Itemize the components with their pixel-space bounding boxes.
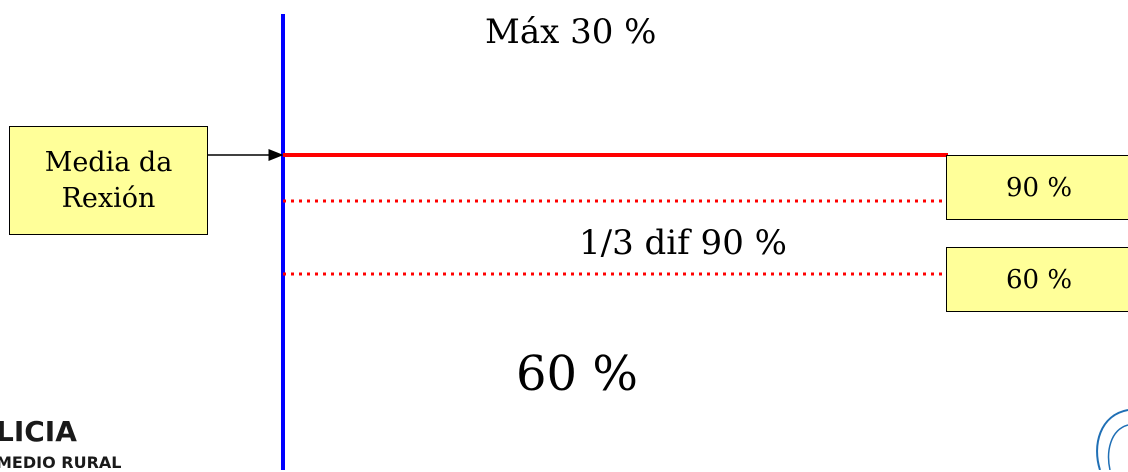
third-diff-label: 1/3 dif 90 % <box>579 223 787 263</box>
bottom-label: 60 % <box>516 346 638 402</box>
level-90-label: 90 % <box>1005 172 1073 203</box>
region-average-label: Media da Rexión <box>44 147 173 214</box>
logo-swirl-icon <box>1096 409 1128 470</box>
level-90-box: 90 % <box>946 155 1128 220</box>
region-average-box: Media da Rexión <box>9 126 208 235</box>
logo-text-line1: LICIA <box>0 415 77 448</box>
logo-swirl-inner-icon <box>1107 424 1128 470</box>
level-60-label: 60 % <box>1005 264 1073 295</box>
logo-text-line2: MEDIO RURAL <box>0 453 122 472</box>
max-label: Máx 30 % <box>485 12 657 52</box>
level-60-box: 60 % <box>946 247 1128 312</box>
